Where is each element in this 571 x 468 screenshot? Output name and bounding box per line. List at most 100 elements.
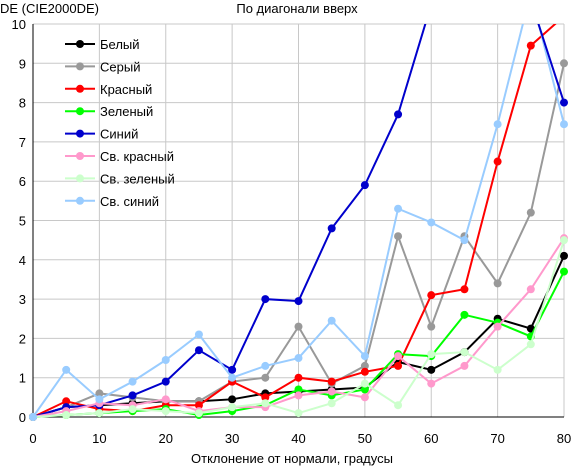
legend-label: Св. красный [100, 149, 174, 164]
y-tick-label: 2 [19, 331, 26, 346]
legend-swatch-marker [76, 129, 84, 138]
data-point [460, 236, 469, 245]
data-point [427, 379, 436, 388]
y-tick-label: 7 [19, 135, 26, 150]
data-point [161, 356, 170, 365]
x-tick-label: 10 [92, 431, 106, 446]
data-point [261, 373, 270, 382]
legend-label: Св. синий [100, 194, 159, 209]
legend-label: Белый [100, 37, 140, 52]
data-point [95, 409, 104, 418]
data-point [128, 405, 137, 414]
data-point [427, 218, 436, 227]
data-point [161, 407, 170, 416]
data-point [394, 204, 403, 213]
x-tick-label: 70 [490, 431, 504, 446]
data-point [526, 340, 535, 349]
chart-title: По диагонали вверх [236, 1, 358, 16]
data-point [194, 330, 203, 339]
x-tick-label: 20 [159, 431, 173, 446]
data-point [394, 401, 403, 410]
series-8 [29, 24, 568, 421]
legend-label: Красный [100, 82, 152, 97]
data-point [394, 361, 403, 370]
legend-label: Св. зеленый [100, 171, 175, 186]
y-tick-label: 1 [19, 371, 26, 386]
data-point [560, 267, 568, 276]
legend-item: Св. зеленый [65, 171, 175, 186]
x-tick-label: 40 [291, 431, 305, 446]
data-point [194, 346, 203, 355]
data-point [294, 354, 303, 363]
data-point [228, 373, 237, 382]
data-point [493, 279, 502, 288]
legend-item: Синий [65, 127, 138, 142]
data-point [560, 251, 568, 260]
legend-swatch-marker [76, 174, 84, 183]
data-point [460, 361, 469, 370]
legend-swatch-marker [76, 196, 84, 205]
data-point [526, 285, 535, 294]
data-point [493, 157, 502, 166]
x-tick-label: 80 [557, 431, 571, 446]
data-point [427, 291, 436, 300]
legend-swatch-marker [76, 40, 84, 48]
data-point [394, 232, 403, 241]
data-point [460, 348, 469, 357]
data-point [360, 393, 369, 402]
data-point [360, 385, 369, 394]
data-point [527, 0, 535, 4]
data-point [560, 236, 568, 245]
data-point [29, 413, 37, 421]
data-point [560, 98, 568, 107]
data-point [161, 395, 170, 404]
legend-item: Св. синий [65, 194, 159, 209]
data-point [360, 181, 369, 190]
series-lines [29, 0, 568, 421]
data-point [294, 385, 303, 394]
x-axis-label: Отклонение от нормали, градусы [191, 451, 393, 466]
y-tick-label: 0 [19, 410, 26, 425]
data-point [460, 285, 469, 294]
data-point [427, 350, 436, 359]
data-point [228, 403, 237, 412]
legend-label: Синий [100, 127, 138, 142]
data-point [95, 389, 104, 398]
data-point [394, 110, 403, 119]
data-point [128, 377, 137, 386]
x-tick-label: 50 [358, 431, 372, 446]
legend-label: Серый [100, 59, 140, 74]
legend-swatch-marker [76, 152, 84, 160]
data-point [327, 224, 336, 233]
data-point [394, 352, 403, 361]
data-point [560, 59, 568, 68]
data-point [261, 361, 270, 370]
data-point [294, 391, 303, 400]
data-point [62, 411, 71, 420]
x-tick-label: 60 [424, 431, 438, 446]
data-point [62, 397, 71, 406]
legend: Белый Серый Красный Зеленый Синий Св. красный… [65, 37, 175, 209]
data-point [228, 395, 237, 404]
legend-item: Зеленый [65, 104, 153, 119]
data-point [194, 401, 203, 410]
y-tick-label: 9 [19, 56, 26, 71]
y-tick-label: 5 [19, 214, 26, 229]
data-point [427, 322, 436, 331]
y-tick-label: 6 [19, 174, 26, 189]
legend-item: Белый [65, 37, 140, 52]
series-7 [29, 236, 568, 421]
series-line [537, 24, 565, 103]
data-point [194, 409, 203, 418]
data-point [294, 297, 303, 306]
data-point [261, 399, 270, 408]
y-tick-label: 4 [19, 253, 26, 268]
data-point [161, 377, 170, 386]
data-point [560, 12, 568, 20]
data-point [327, 387, 336, 396]
data-point [360, 379, 369, 388]
data-point [261, 295, 270, 304]
data-point [95, 395, 104, 404]
data-point [427, 365, 436, 374]
